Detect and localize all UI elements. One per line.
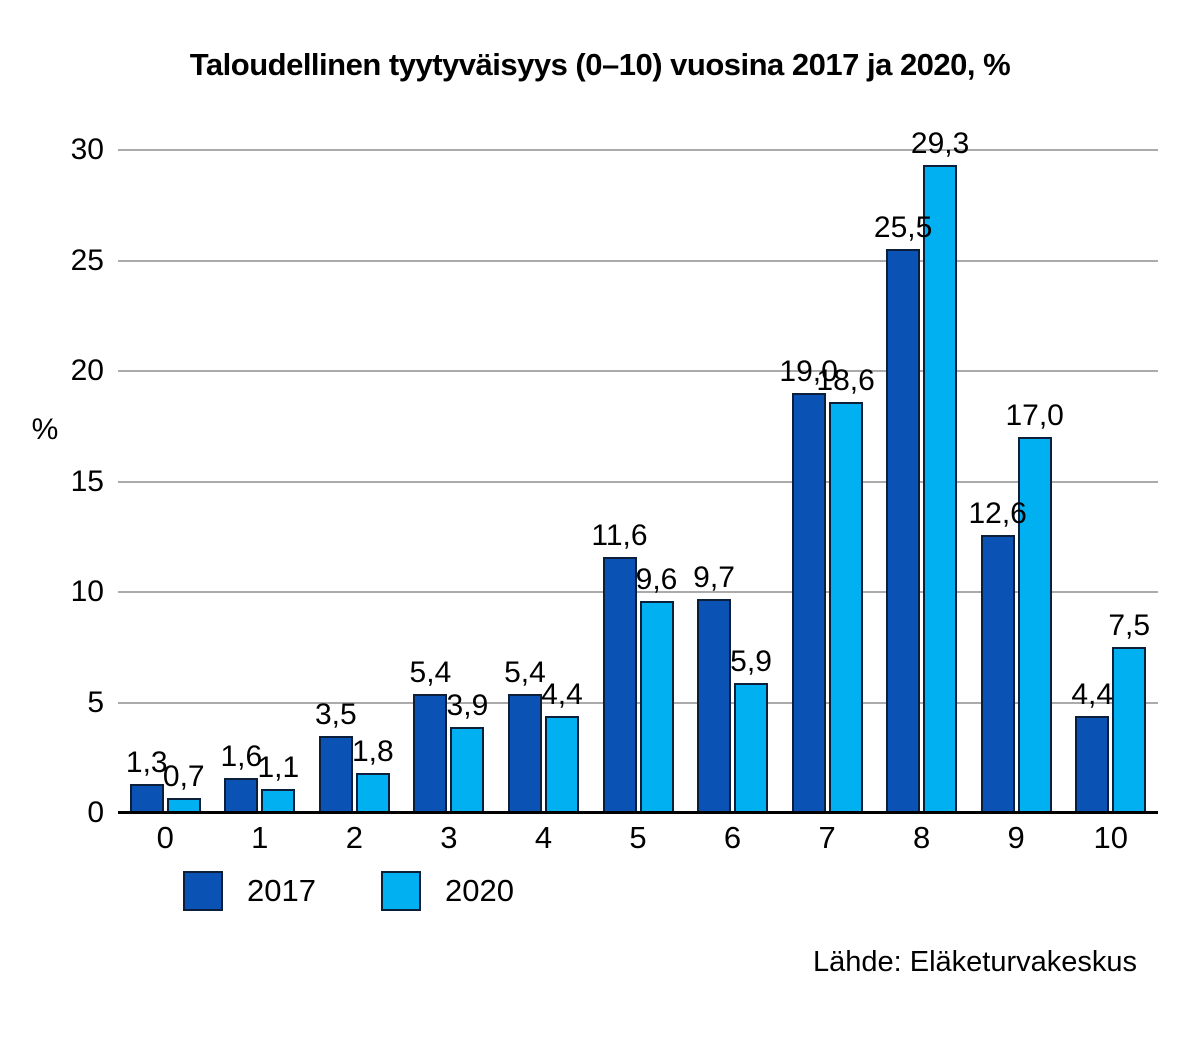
- bar-2017-cat-1: [224, 777, 259, 813]
- legend-swatch-2017: [183, 871, 223, 911]
- y-tick-label-15: 15: [70, 464, 104, 498]
- gridline-10: [118, 591, 1158, 593]
- legend: 2017 2020: [183, 871, 514, 911]
- bar-2017-cat-2: [318, 735, 353, 813]
- x-axis-line: [118, 811, 1158, 814]
- x-tick-label-5: 5: [629, 820, 647, 855]
- bar-2020-cat-9: [1017, 437, 1052, 813]
- bar-2020-cat-8: [923, 165, 958, 813]
- bar-2017-cat-8: [886, 249, 921, 813]
- bar-2017-cat-6: [697, 598, 732, 813]
- bar-2017-cat-5: [602, 556, 637, 813]
- y-tick-label-25: 25: [70, 243, 104, 277]
- bar-2017-cat-10: [1075, 715, 1110, 813]
- bar-value-label-2020-cat-7: 18,6: [816, 363, 875, 397]
- bar-value-label-2017-cat-6: 9,7: [693, 560, 735, 594]
- gridline-30: [118, 149, 1158, 151]
- x-tick-label-9: 9: [1007, 820, 1025, 855]
- chart-title: Taloudellinen tyytyväisyys (0–10) vuosin…: [189, 47, 1011, 82]
- legend-swatch-2020: [380, 871, 421, 911]
- legend-label-2020: 2020: [444, 873, 514, 908]
- bar-value-label-2017-cat-0: 1,3: [125, 746, 168, 780]
- y-tick-label-5: 5: [87, 685, 104, 719]
- bar-2020-cat-10: [1112, 647, 1147, 813]
- bar-value-label-2020-cat-1: 1,1: [257, 750, 300, 784]
- x-tick-label-4: 4: [534, 820, 553, 855]
- bar-value-label-2017-cat-9: 12,6: [968, 496, 1027, 530]
- bar-value-label-2020-cat-0: 0,7: [162, 759, 205, 793]
- legend-label-2017: 2017: [247, 873, 316, 908]
- gridline-25: [118, 259, 1158, 262]
- bar-value-label-2020-cat-10: 7,5: [1108, 609, 1151, 643]
- bar-2017-cat-0: [129, 784, 164, 813]
- bar-2017-cat-9: [980, 534, 1015, 813]
- bar-value-label-2017-cat-4: 5,4: [504, 655, 546, 689]
- legend-item-2017: 2017: [183, 871, 316, 911]
- bar-2020-cat-5: [639, 600, 674, 813]
- y-tick-label-0: 0: [87, 796, 104, 829]
- bar-value-label-2020-cat-9: 17,0: [1005, 399, 1064, 433]
- y-tick-label-20: 20: [70, 354, 104, 387]
- bar-value-label-2020-cat-8: 29,3: [910, 127, 970, 161]
- bar-2020-cat-4: [544, 715, 579, 813]
- bar-2020-cat-2: [355, 773, 390, 813]
- bar-2020-cat-6: [734, 682, 769, 813]
- legend-item-2020: 2020: [380, 871, 514, 911]
- x-tick-label-1: 1: [251, 820, 269, 855]
- x-tick-label-2: 2: [345, 820, 363, 855]
- gridline-5: [118, 701, 1158, 704]
- x-tick-label-7: 7: [818, 820, 836, 855]
- bar-2020-cat-3: [450, 726, 485, 813]
- x-tick-label-6: 6: [723, 820, 742, 855]
- bar-value-label-2017-cat-7: 19,0: [779, 355, 838, 389]
- bar-value-label-2017-cat-3: 5,4: [409, 655, 452, 689]
- bar-value-label-2017-cat-1: 1,6: [220, 739, 263, 773]
- bar-value-label-2017-cat-8: 25,5: [873, 211, 933, 245]
- bar-value-label-2017-cat-2: 3,5: [315, 697, 357, 731]
- bar-value-label-2020-cat-3: 3,9: [446, 688, 489, 722]
- gridline-15: [118, 480, 1158, 483]
- bar-2017-cat-3: [413, 693, 448, 813]
- gridline-20: [118, 370, 1158, 372]
- bar-2017-cat-7: [791, 393, 826, 813]
- bar-value-label-2020-cat-4: 4,4: [541, 677, 583, 711]
- y-tick-label-10: 10: [70, 575, 104, 608]
- bar-value-label-2017-cat-10: 4,4: [1071, 677, 1114, 711]
- bar-value-label-2020-cat-2: 1,8: [352, 735, 394, 769]
- y-axis-unit-label: %: [31, 413, 59, 446]
- bar-value-label-2020-cat-5: 9,6: [635, 562, 678, 596]
- bar-2017-cat-4: [507, 693, 542, 813]
- x-tick-label-3: 3: [440, 820, 458, 855]
- bar-value-label-2020-cat-6: 5,9: [730, 644, 772, 678]
- bar-value-label-2017-cat-5: 11,6: [591, 518, 648, 552]
- y-tick-label-30: 30: [70, 133, 104, 166]
- x-tick-label-8: 8: [913, 820, 931, 855]
- x-tick-label-0: 0: [156, 820, 174, 855]
- x-tick-label-10: 10: [1093, 820, 1128, 855]
- bar-2020-cat-1: [261, 788, 296, 813]
- bar-2020-cat-7: [828, 401, 863, 813]
- source-text: Lähde: Eläketurvakeskus: [812, 946, 1137, 978]
